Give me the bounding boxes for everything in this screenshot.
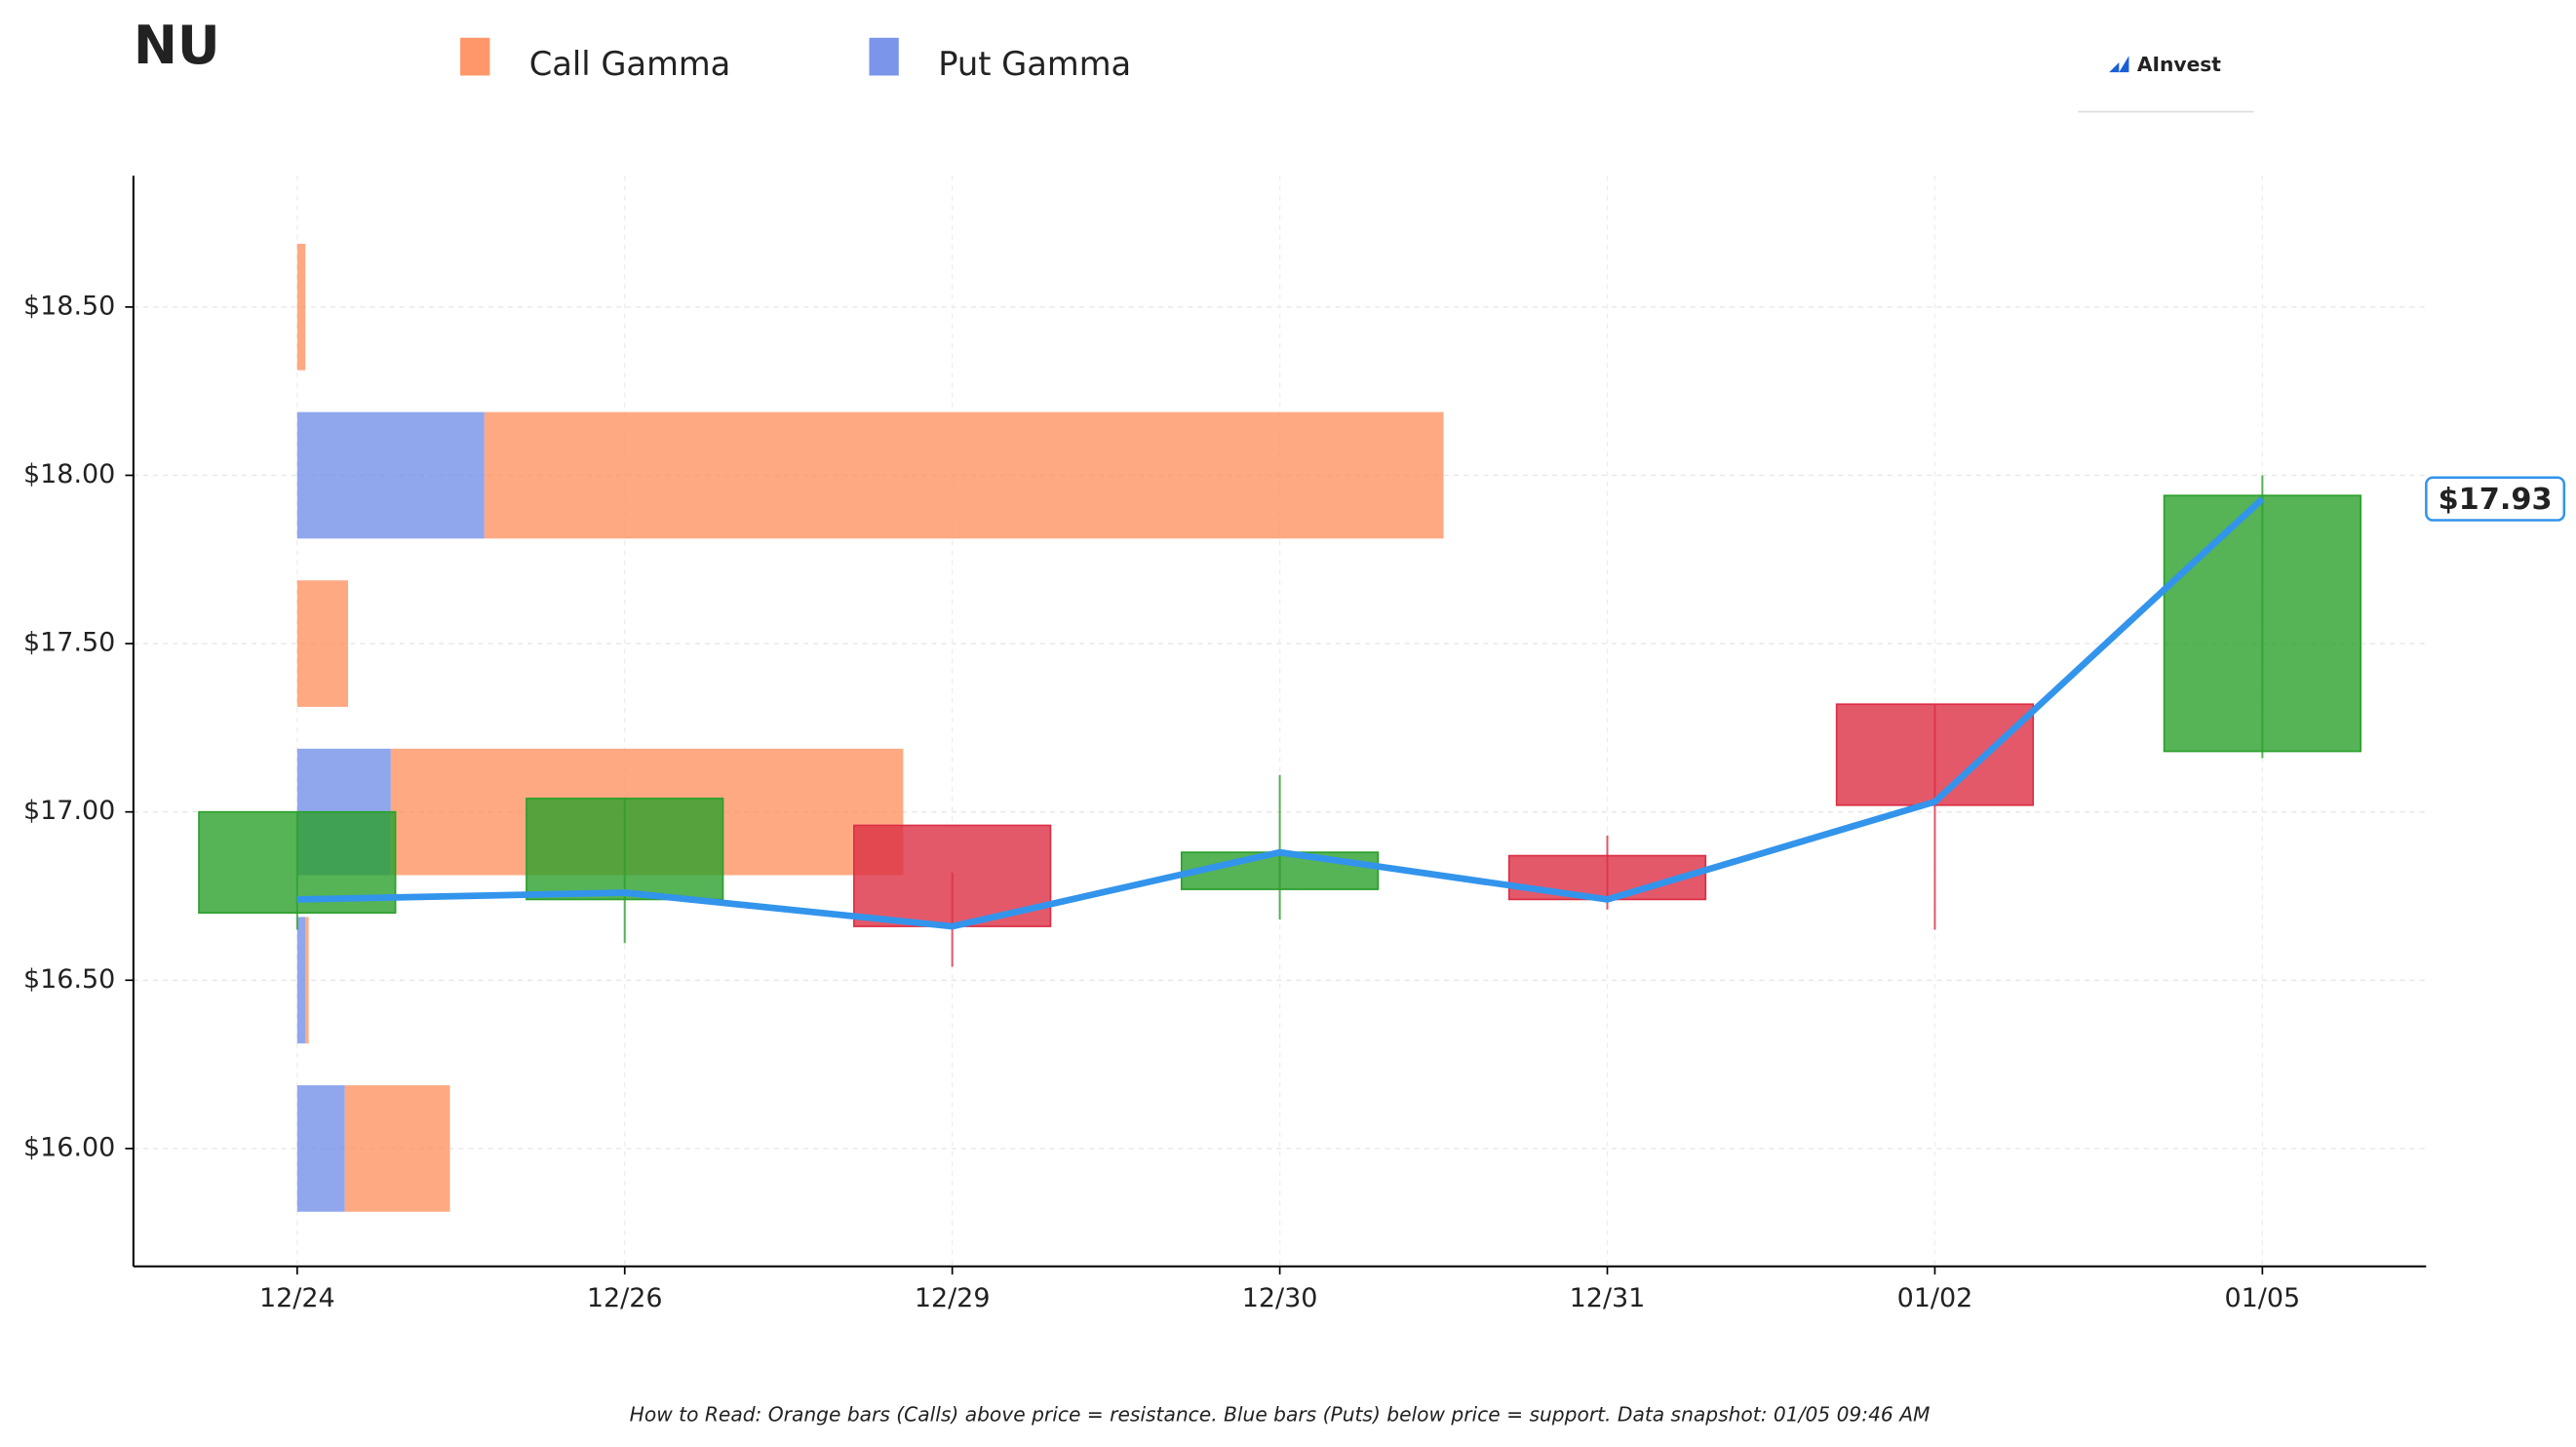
brand-icon [2109, 56, 2129, 73]
call-gamma-bar [344, 1085, 450, 1212]
legend-label: Put Gamma [938, 45, 1131, 83]
x-tick-label: 01/02 [1897, 1283, 1973, 1313]
y-tick-label: $17.00 [23, 796, 115, 826]
price-tag: $17.93 [2439, 483, 2553, 517]
call-gamma-bar [305, 917, 309, 1044]
call-gamma-bar [296, 244, 306, 371]
call-gamma-bar [296, 580, 349, 707]
legend-label: Call Gamma [529, 45, 731, 83]
put-gamma-bar [296, 411, 485, 539]
x-tick-label: 12/30 [1242, 1283, 1318, 1313]
chart-title: NU [134, 15, 220, 76]
candle-body [526, 798, 724, 901]
x-tick-label: 12/31 [1570, 1283, 1646, 1313]
x-tick-label: 01/05 [2225, 1283, 2301, 1313]
brand-logo: AInvest [2137, 53, 2221, 76]
legend-swatch [460, 37, 490, 76]
x-tick-label: 12/26 [587, 1283, 663, 1313]
y-tick-label: $16.00 [23, 1132, 115, 1162]
put-gamma-bar [296, 917, 306, 1044]
footnote: How to Read: Orange bars (Calls) above p… [630, 1402, 1931, 1426]
y-tick-label: $16.50 [23, 964, 115, 995]
y-tick-label: $18.50 [23, 291, 115, 321]
price-tag-box [2425, 476, 2566, 522]
call-gamma-bar [484, 411, 1444, 539]
put-gamma-bar [296, 1085, 345, 1212]
x-tick-label: 12/29 [915, 1283, 991, 1313]
candle-body [1835, 703, 2035, 806]
x-tick-label: 12/24 [259, 1283, 335, 1313]
price-line [296, 496, 2265, 930]
candle-body [2163, 494, 2361, 753]
y-tick-label: $17.50 [23, 628, 115, 658]
y-tick-label: $18.00 [23, 459, 115, 489]
legend-swatch [869, 37, 899, 76]
